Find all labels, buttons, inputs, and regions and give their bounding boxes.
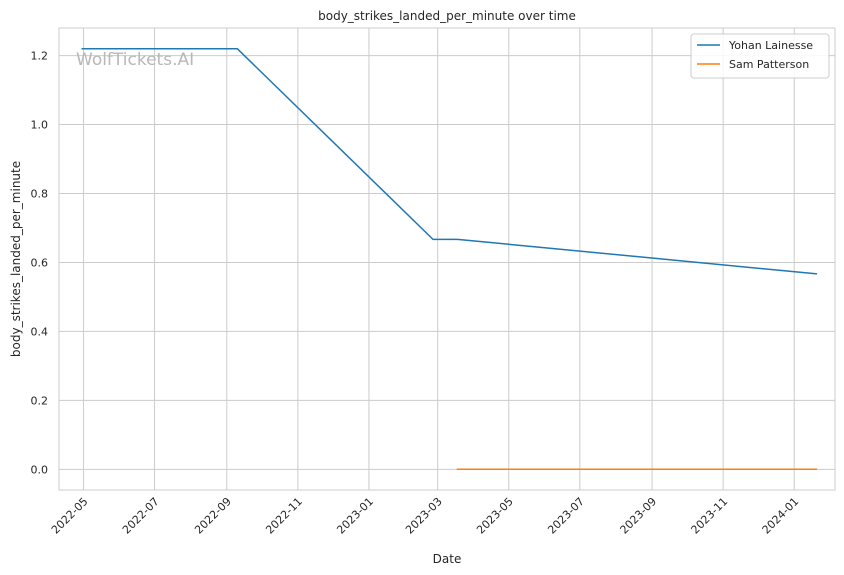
y-tick-label: 0.6 (31, 256, 49, 269)
plot-frame (58, 27, 836, 491)
y-tick-label: 0.8 (31, 187, 49, 200)
y-axis-label: body_strikes_landed_per_minute (9, 161, 23, 357)
y-tick-label: 0.2 (31, 394, 49, 407)
legend-label: Yohan Lainesse (728, 39, 813, 52)
chart-title: body_strikes_landed_per_minute over time (318, 9, 576, 23)
legend-box (690, 33, 830, 79)
grid (59, 28, 835, 490)
legend: Yohan Lainesse Sam Patterson (690, 33, 830, 79)
series-line-1 (81, 47, 818, 275)
y-tick-label: 0.0 (31, 463, 49, 476)
x-axis-label: Date (433, 552, 462, 566)
legend-label: Sam Patterson (729, 58, 809, 71)
watermark: WolfTickets.AI (76, 50, 194, 70)
y-tick-label: 1.2 (31, 50, 49, 63)
y-tick-label: 0.4 (31, 325, 49, 338)
y-tick-label: 1.0 (31, 119, 49, 132)
series-layer (81, 47, 818, 471)
y-axis-ticks: 0.0 0.2 0.4 0.6 0.8 1.0 1.2 (31, 50, 49, 477)
